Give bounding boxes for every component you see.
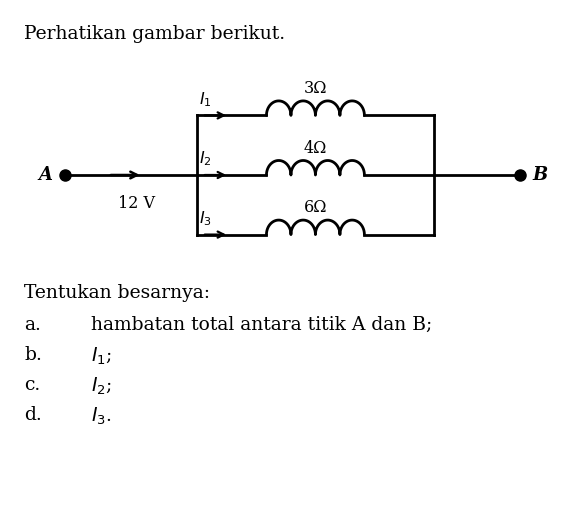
Text: 4Ω: 4Ω — [304, 140, 327, 157]
Text: $I_2$: $I_2$ — [199, 150, 212, 168]
Text: 6Ω: 6Ω — [303, 200, 327, 216]
Text: B: B — [533, 166, 548, 184]
Text: $I_2$;: $I_2$; — [91, 376, 112, 398]
Text: $I_1$;: $I_1$; — [91, 346, 112, 367]
Text: Perhatikan gambar berikut.: Perhatikan gambar berikut. — [24, 24, 285, 43]
Text: b.: b. — [24, 346, 42, 364]
Text: a.: a. — [24, 316, 41, 334]
Text: $I_1$: $I_1$ — [199, 90, 212, 109]
Text: hambatan total antara titik A dan B;: hambatan total antara titik A dan B; — [91, 316, 432, 334]
Text: 3Ω: 3Ω — [303, 80, 327, 97]
Text: Tentukan besarnya:: Tentukan besarnya: — [24, 284, 210, 302]
Text: A: A — [38, 166, 52, 184]
Text: 12 V: 12 V — [118, 195, 155, 212]
Text: d.: d. — [24, 406, 42, 424]
Text: $I_3$.: $I_3$. — [91, 406, 111, 427]
Text: $I_3$: $I_3$ — [199, 209, 212, 228]
Text: c.: c. — [24, 376, 41, 394]
